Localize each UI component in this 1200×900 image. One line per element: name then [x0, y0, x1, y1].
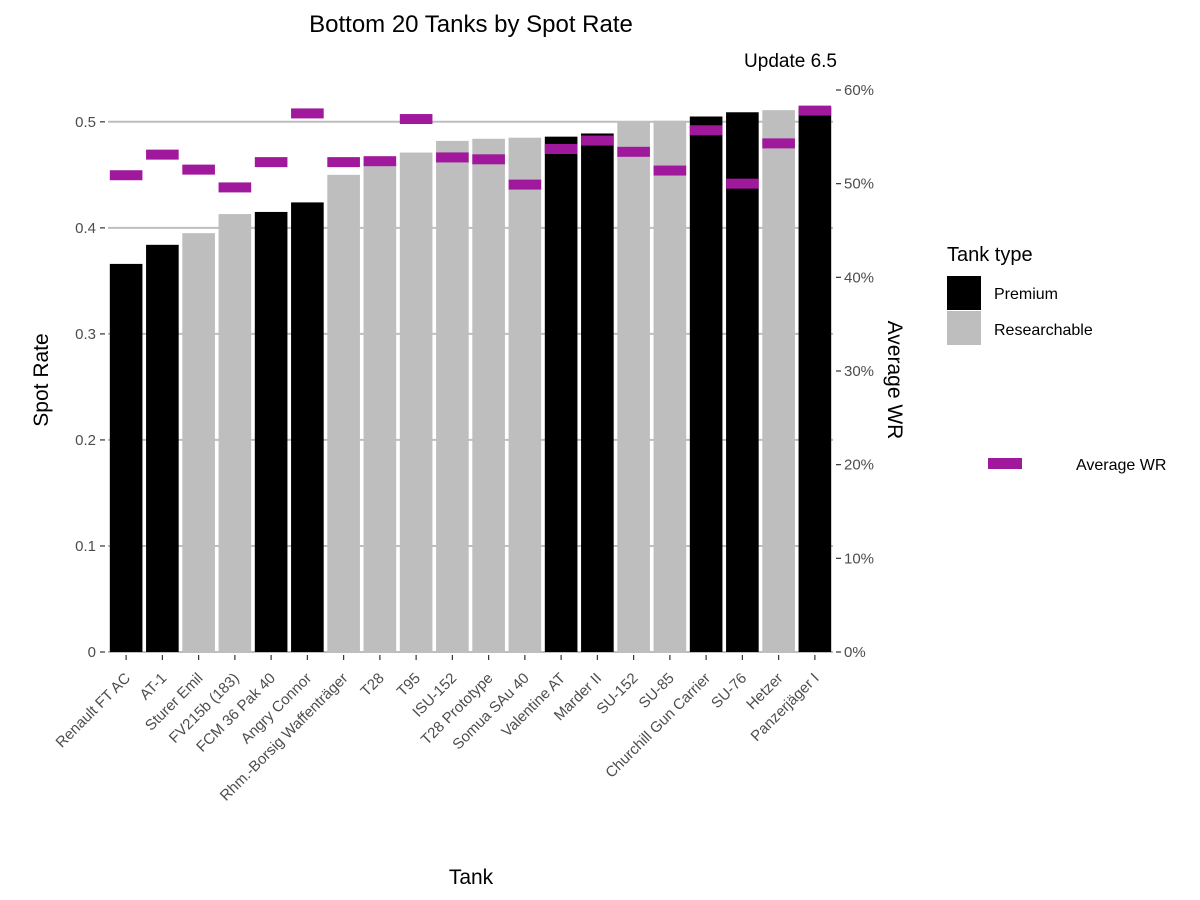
y2-tick-label: 40% — [844, 269, 874, 286]
legend-swatch-premium — [947, 276, 981, 310]
bar-7 — [363, 163, 397, 653]
y2-tick-label: 0% — [844, 644, 866, 661]
wr-marker-12 — [544, 144, 578, 155]
wr-marker-18 — [762, 138, 795, 149]
bar-17 — [726, 112, 759, 652]
bar-11 — [508, 137, 542, 652]
x-tick-label: T28 — [357, 670, 387, 700]
wr-marker-13 — [581, 135, 614, 146]
y-tick-label: 0.2 — [75, 432, 96, 449]
wr-marker-17 — [726, 178, 759, 189]
x-tick-label: SU-152 — [593, 670, 641, 718]
gridlines — [108, 120, 833, 653]
wr-marker-9 — [436, 152, 469, 163]
y-axis-right: 0% 10% 20% 30% 40% 50% 60% — [836, 82, 874, 661]
wr-marker-19 — [798, 105, 832, 116]
wr-marker-2 — [182, 164, 215, 175]
x-axis-title: Tank — [449, 866, 494, 889]
wr-marker-4 — [254, 157, 288, 168]
y2-tick-label: 30% — [844, 363, 874, 380]
average-wr-markers — [109, 105, 832, 193]
wr-marker-15 — [653, 165, 687, 176]
x-tick-label: T95 — [394, 670, 424, 700]
wr-marker-7 — [363, 156, 397, 167]
wr-marker-1 — [146, 149, 179, 160]
bar-10 — [472, 138, 505, 653]
bar-5 — [291, 202, 324, 652]
y-tick-label: 0.3 — [75, 326, 96, 343]
wr-marker-14 — [617, 146, 650, 157]
y-tick-label: 0 — [88, 644, 96, 661]
y-tick-label: 0.4 — [75, 220, 96, 237]
bars — [109, 106, 832, 653]
legend: Tank type Premium Researchable Average W… — [947, 244, 1166, 474]
y-axis-title: Spot Rate — [30, 333, 53, 426]
bar-9 — [436, 140, 469, 652]
legend-label-premium: Premium — [994, 286, 1058, 303]
bar-19 — [798, 106, 832, 652]
y-tick-label: 0.5 — [75, 114, 96, 131]
bar-2 — [182, 233, 215, 652]
x-tick-label: SU-76 — [708, 670, 750, 712]
legend-label-researchable: Researchable — [994, 322, 1093, 339]
bar-18 — [762, 110, 795, 653]
y2-tick-label: 50% — [844, 176, 874, 193]
y2-tick-label: 20% — [844, 457, 874, 474]
bar-13 — [581, 133, 614, 653]
bar-6 — [327, 174, 360, 652]
bar-14 — [617, 121, 650, 652]
bar-0 — [109, 263, 143, 652]
wr-marker-0 — [109, 170, 143, 181]
legend-swatch-researchable — [947, 311, 981, 345]
x-tick-label: Renault FT AC — [53, 670, 135, 752]
wr-marker-11 — [508, 179, 542, 190]
legend-swatch-average-wr — [988, 458, 1022, 469]
bar-15 — [653, 120, 687, 652]
bar-16 — [689, 116, 723, 652]
y2-tick-label: 10% — [844, 550, 874, 567]
bar-3 — [218, 214, 252, 652]
bar-12 — [544, 136, 578, 652]
chart-subtitle: Update 6.5 — [744, 51, 837, 72]
legend-label-average-wr: Average WR — [1076, 457, 1166, 474]
bar-4 — [254, 211, 288, 652]
y-axis-left: 0 0.1 0.2 0.3 0.4 0.5 — [75, 114, 105, 661]
wr-marker-5 — [291, 108, 324, 119]
chart-title: Bottom 20 Tanks by Spot Rate — [309, 11, 633, 38]
y2-tick-label: 60% — [844, 82, 874, 99]
bar-1 — [146, 244, 179, 652]
legend-title: Tank type — [947, 244, 1033, 266]
bar-8 — [399, 152, 433, 653]
y-tick-label: 0.1 — [75, 538, 96, 555]
wr-marker-8 — [399, 114, 433, 125]
wr-marker-6 — [327, 157, 360, 168]
y2-axis-title: Average WR — [883, 321, 906, 440]
wr-marker-3 — [218, 182, 252, 193]
wr-marker-16 — [689, 125, 723, 136]
wr-marker-10 — [472, 154, 505, 165]
